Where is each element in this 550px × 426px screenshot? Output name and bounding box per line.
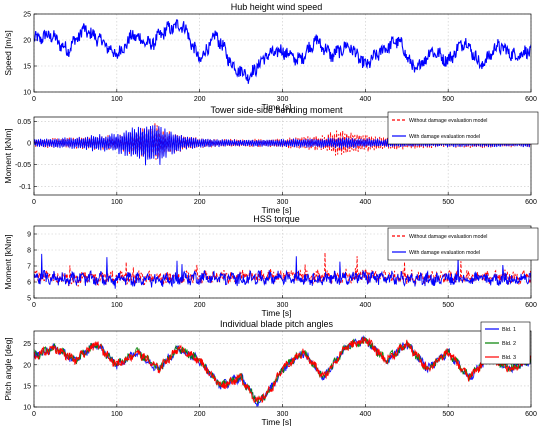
x-tick-label: 600 — [525, 411, 537, 418]
y-tick-label: 0 — [27, 141, 31, 148]
x-tick-label: 600 — [525, 199, 537, 206]
legend-label: Without damage evaluation model — [409, 234, 487, 240]
x-axis-label: Time [s] — [262, 102, 292, 112]
series-line-1 — [34, 19, 531, 84]
legend: Without damage evaluation model With dama… — [387, 227, 539, 261]
x-tick-label: 0 — [32, 302, 36, 309]
x-axis-label: Time [s] — [262, 308, 292, 318]
legend-box — [387, 111, 539, 145]
chart-title: Hub height wind speed — [231, 2, 323, 12]
y-tick-label: 25 — [23, 12, 31, 19]
chart-title: Tower side-side bending moment — [210, 105, 343, 115]
legend: Bld. 1 Bld. 2 Bld. 3 — [480, 321, 531, 365]
x-tick-label: 500 — [442, 411, 454, 418]
x-tick-label: 200 — [194, 411, 206, 418]
y-axis-label: Speed [m/s] — [3, 30, 13, 75]
chart-panel-4: 0 100 200 300 400 500 600 10 15 20 25 Individual bl… — [3, 319, 537, 426]
x-tick-label: 0 — [32, 96, 36, 103]
y-tick-label: 9 — [27, 232, 31, 239]
series-group — [34, 334, 531, 407]
y-tick-label: 7 — [27, 264, 31, 271]
y-tick-label: 25 — [23, 341, 31, 348]
x-axis-label: Time [s] — [262, 205, 292, 215]
chart-title: HSS torque — [253, 214, 300, 224]
y-tick-label: 15 — [23, 383, 31, 390]
chart-title: Individual blade pitch angles — [220, 319, 334, 329]
x-tick-label: 400 — [359, 96, 371, 103]
x-tick-label: 0 — [32, 199, 36, 206]
legend-label: Without damage evaluation model — [409, 118, 487, 124]
x-tick-label: 200 — [194, 199, 206, 206]
y-axis-label: Moment [kNm] — [3, 234, 13, 289]
x-tick-label: 300 — [277, 302, 289, 309]
y-tick-label: -0.05 — [15, 162, 31, 169]
legend-label: With damage evaluation model — [409, 134, 480, 140]
x-tick-label: 0 — [32, 411, 36, 418]
legend-label: With damage evaluation model — [409, 250, 480, 256]
x-tick-label: 300 — [277, 411, 289, 418]
x-tick-label: 400 — [359, 199, 371, 206]
y-tick-label: 8 — [27, 248, 31, 255]
x-tick-label: 200 — [194, 96, 206, 103]
x-tick-label: 500 — [442, 199, 454, 206]
y-tick-label: 10 — [23, 90, 31, 97]
series-group — [34, 252, 531, 289]
series-line-3 — [34, 337, 531, 403]
x-tick-label: 100 — [111, 411, 123, 418]
y-tick-label: 6 — [27, 280, 31, 287]
y-tick-label: 20 — [23, 38, 31, 45]
legend-label: Bld. 3 — [502, 355, 516, 361]
x-tick-label: 100 — [111, 199, 123, 206]
series-group — [34, 19, 531, 84]
x-tick-label: 100 — [111, 96, 123, 103]
x-tick-label: 400 — [359, 411, 371, 418]
legend: Without damage evaluation model With dama… — [387, 111, 539, 145]
x-tick-label: 300 — [277, 199, 289, 206]
y-tick-label: -0.1 — [19, 184, 31, 191]
x-tick-label: 100 — [111, 302, 123, 309]
x-tick-label: 500 — [442, 302, 454, 309]
y-tick-label: 20 — [23, 362, 31, 369]
legend-label: Bld. 2 — [502, 341, 516, 347]
x-tick-label: 400 — [359, 302, 371, 309]
x-tick-label: 600 — [525, 302, 537, 309]
chart-panel-1: 0 100 200 300 400 500 600 10 15 20 25 Hub height wi… — [3, 2, 537, 112]
x-tick-label: 600 — [525, 96, 537, 103]
x-tick-label: 500 — [442, 96, 454, 103]
x-tick-label: 200 — [194, 302, 206, 309]
y-tick-label: 15 — [23, 64, 31, 71]
x-tick-label: 300 — [277, 96, 289, 103]
legend-box — [387, 227, 539, 261]
series-line-2 — [34, 253, 531, 289]
y-axis-label: Moment [kNm] — [3, 128, 13, 183]
y-tick-label: 0.05 — [17, 119, 31, 126]
x-axis-label: Time [s] — [262, 417, 292, 426]
y-tick-label: 5 — [27, 296, 31, 303]
y-tick-label: 10 — [23, 405, 31, 412]
y-axis-label: Pitch angle [deg] — [3, 337, 13, 400]
legend-label: Bld. 1 — [502, 327, 516, 333]
